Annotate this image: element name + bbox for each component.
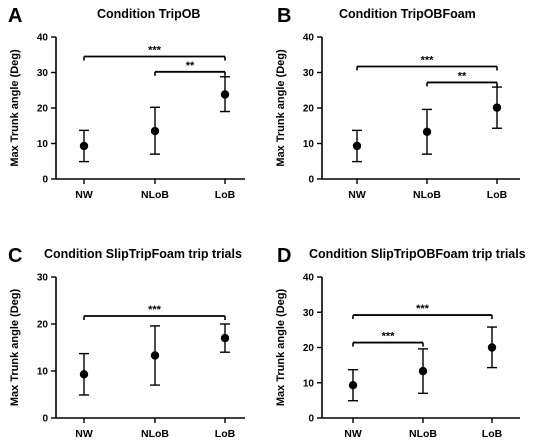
panel-letter: A <box>8 5 22 27</box>
significance-label: *** <box>148 304 162 316</box>
y-tick-label: 10 <box>303 378 315 389</box>
chart-title: Condition SlipTripOBFoam trip trials <box>309 247 526 261</box>
chart-title: Condition TripOBFoam <box>339 7 476 21</box>
data-point <box>79 141 89 151</box>
panel-letter: D <box>277 245 291 267</box>
data-point <box>150 126 160 136</box>
chart-panel-c: C Condition SlipTripFoam trip trials Max T… <box>8 245 245 440</box>
significance-label: *** <box>416 303 430 315</box>
significance-label: ** <box>186 60 195 72</box>
y-tick-label: 20 <box>303 343 315 354</box>
x-tick-label: LoB <box>487 189 508 201</box>
chart-panel-b: B Condition TripOBFoam Max Trunk angle (De… <box>275 5 520 201</box>
y-tick-label: 10 <box>303 139 315 150</box>
x-tick-label: NLoB <box>141 189 169 201</box>
y-tick-label: 40 <box>303 33 315 44</box>
y-tick-label: 10 <box>37 139 49 150</box>
y-tick-label: 20 <box>37 104 49 115</box>
y-tick-label: 40 <box>303 273 315 284</box>
chart-panel-d: D Condition SlipTripOBFoam trip trials Max… <box>275 245 526 440</box>
data-point <box>352 141 362 151</box>
panel-letter: C <box>8 245 22 267</box>
x-tick-label: NW <box>75 428 93 440</box>
chart-title: Condition TripOB <box>97 7 200 21</box>
data-point <box>422 127 432 136</box>
y-tick-label: 30 <box>303 308 315 319</box>
data-point <box>220 333 230 343</box>
panel-letter: B <box>277 5 291 27</box>
x-tick-label: NLoB <box>141 428 169 440</box>
y-tick-label: 0 <box>42 414 48 425</box>
y-tick-label: 20 <box>303 104 315 115</box>
data-point <box>418 366 428 376</box>
y-axis-label: Max Trunk angle (Deg) <box>275 288 287 406</box>
significance-label: ** <box>458 70 467 82</box>
significance-label: *** <box>421 54 435 66</box>
x-tick-label: LoB <box>482 428 503 440</box>
data-point <box>487 343 497 352</box>
y-tick-label: 20 <box>37 320 49 331</box>
y-tick-label: 40 <box>37 33 49 44</box>
y-tick-label: 0 <box>308 175 314 186</box>
x-tick-label: NW <box>348 189 366 201</box>
data-point <box>79 370 89 379</box>
data-point <box>348 381 358 390</box>
y-tick-label: 10 <box>37 367 49 378</box>
chart-panel-a: A Condition TripOB Max Trunk angle (Deg) 0 1… <box>8 5 245 201</box>
y-tick-label: 0 <box>308 414 314 425</box>
y-tick-label: 30 <box>37 68 49 79</box>
x-tick-label: NW <box>344 428 362 440</box>
x-tick-label: NW <box>75 189 93 201</box>
y-axis-label: Max Trunk angle (Deg) <box>9 49 21 167</box>
y-axis-label: Max Trunk angle (Deg) <box>275 49 287 167</box>
data-point <box>492 103 502 112</box>
data-point <box>150 351 160 360</box>
y-tick-label: 0 <box>42 175 48 186</box>
significance-label: *** <box>382 331 396 343</box>
x-tick-label: NLoB <box>409 428 437 440</box>
y-axis-label: Max Trunk angle (Deg) <box>9 288 21 406</box>
x-tick-label: LoB <box>215 189 236 201</box>
chart-title: Condition SlipTripFoam trip trials <box>44 247 242 261</box>
x-tick-label: LoB <box>215 428 236 440</box>
data-point <box>220 90 230 99</box>
x-tick-label: NLoB <box>413 189 441 201</box>
y-tick-label: 30 <box>37 273 49 284</box>
significance-label: *** <box>148 45 162 57</box>
y-tick-label: 30 <box>303 68 315 79</box>
